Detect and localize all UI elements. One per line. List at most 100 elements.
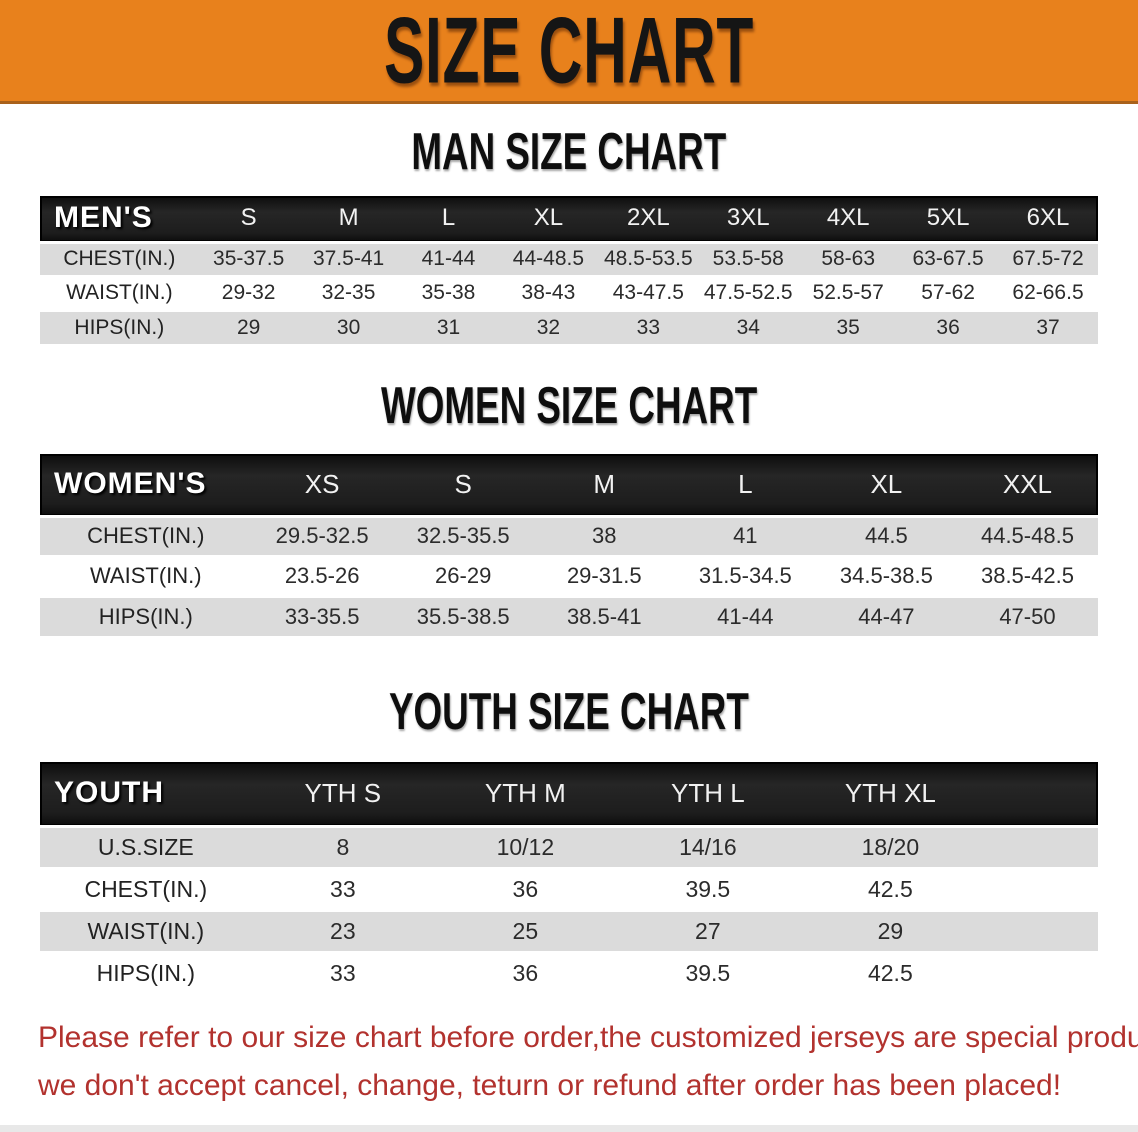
row-label: CHEST(IN.) <box>63 247 176 270</box>
size-value: 47-50 <box>999 603 1056 629</box>
table-row: WAIST(IN.) 23 25 27 29 <box>40 910 1098 952</box>
spacer-cell <box>982 826 1098 868</box>
size-value: 35 <box>836 315 860 339</box>
column-header: 4XL <box>826 204 870 232</box>
youth-table-header-row: YOUTH YTH S YTH M YTH L YTH XL <box>40 762 1098 826</box>
row-label: WAIST(IN.) <box>66 281 173 304</box>
size-value: 23 <box>330 917 356 944</box>
size-value: 32 <box>536 315 561 339</box>
column-header: XXL <box>1002 468 1053 499</box>
size-value: 14/16 <box>679 833 737 860</box>
size-value: 29-32 <box>221 281 276 304</box>
size-value: 48.5-53.5 <box>603 247 693 270</box>
size-value: 35-37.5 <box>213 247 285 270</box>
size-value: 43-47.5 <box>612 281 684 304</box>
column-header: 3XL <box>726 204 770 232</box>
size-value: 33 <box>330 960 356 987</box>
size-value: 35.5-38.5 <box>416 603 510 629</box>
column-header: M <box>593 468 616 499</box>
women-size-chart-section: WOMEN SIZE CHART WOMEN'S XS S M L XL XXL CHEST(I… <box>0 375 1138 636</box>
size-value: 53.5-58 <box>712 247 784 270</box>
size-value: 62-66.5 <box>1012 281 1084 304</box>
size-value: 30 <box>336 315 361 339</box>
column-header: L <box>738 468 753 499</box>
row-label: CHEST(IN.) <box>84 875 208 902</box>
size-value: 10/12 <box>496 833 555 860</box>
women-section-heading: WOMEN SIZE CHART <box>0 375 1138 435</box>
spacer-cell <box>982 762 1098 826</box>
row-label: WAIST(IN.) <box>87 917 205 944</box>
column-header: L <box>441 204 456 232</box>
youth-size-table: YOUTH YTH S YTH M YTH L YTH XL U.S.SIZE 8 10/12… <box>40 762 1098 994</box>
size-value: 37 <box>1036 315 1060 339</box>
men-size-table: MEN'S S M L XL 2XL 3XL 4XL 5XL 6XL CHEST(IN.) 35-37… <box>40 196 1098 344</box>
size-value: 67.5-72 <box>1012 247 1084 270</box>
size-value: 34.5-38.5 <box>839 563 933 588</box>
size-value: 57-62 <box>921 281 975 304</box>
size-value: 32.5-35.5 <box>416 523 510 548</box>
size-chart-banner: SIZE CHART <box>0 0 1138 104</box>
size-value: 41 <box>733 523 758 548</box>
table-row: CHEST(IN.) 29.5-32.5 32.5-35.5 38 41 44.5 44.5… <box>40 516 1098 556</box>
size-value: 37.5-41 <box>312 247 385 270</box>
table-row: U.S.SIZE 8 10/12 14/16 18/20 <box>40 826 1098 868</box>
column-header: YTH M <box>484 777 566 808</box>
youth-section-heading: YOUTH SIZE CHART <box>0 681 1138 741</box>
size-value: 26-29 <box>435 563 492 588</box>
column-header: XL <box>533 204 564 232</box>
size-value: 63-67.5 <box>912 247 984 270</box>
size-value: 33-35.5 <box>284 603 360 629</box>
men-section-heading: MAN SIZE CHART <box>0 123 1138 179</box>
women-section-heading-text: WOMEN SIZE CHART <box>380 375 758 435</box>
table-row: HIPS(IN.) 29 30 31 32 33 34 35 36 37 <box>40 310 1098 344</box>
size-value: 42.5 <box>867 875 913 902</box>
column-header: YTH S <box>304 777 382 808</box>
table-row: CHEST(IN.) 33 36 39.5 42.5 <box>40 868 1098 910</box>
column-header: S <box>454 468 472 499</box>
sections: MAN SIZE CHART MEN'S S M L XL 2XL 3XL 4XL 5XL 6XL C… <box>0 123 1138 994</box>
women-size-table: WOMEN'S XS S M L XL XXL CHEST(IN.) 29.5-32.5 32.5… <box>40 454 1098 636</box>
row-label: HIPS(IN.) <box>74 315 165 339</box>
column-header: M <box>338 204 359 232</box>
size-value: 29 <box>236 315 261 339</box>
table-row: HIPS(IN.) 33-35.5 35.5-38.5 38.5-41 41-44 44-… <box>40 596 1098 636</box>
disclaimer-note: Please refer to our size chart before or… <box>38 1014 1138 1110</box>
size-value: 25 <box>512 917 539 944</box>
size-value: 33 <box>330 875 356 902</box>
column-header: 2XL <box>626 204 670 232</box>
spacer-cell <box>982 910 1098 952</box>
column-header: XL <box>870 468 903 499</box>
size-value: 8 <box>336 833 350 860</box>
column-header: YTH XL <box>844 777 936 808</box>
row-label: U.S.SIZE <box>97 833 194 860</box>
spacer-cell <box>982 952 1098 994</box>
size-value: 27 <box>695 917 721 944</box>
column-header: S <box>240 204 257 232</box>
row-label: HIPS(IN.) <box>98 603 193 629</box>
youth-table-title: YOUTH <box>54 776 164 810</box>
men-size-chart-section: MAN SIZE CHART MEN'S S M L XL 2XL 3XL 4XL 5XL 6XL C… <box>0 123 1138 344</box>
column-header: XS <box>304 468 340 499</box>
size-value: 33 <box>636 315 661 339</box>
table-row: HIPS(IN.) 33 36 39.5 42.5 <box>40 952 1098 994</box>
column-header: 5XL <box>926 204 970 232</box>
bottom-edge-strip <box>0 1125 1138 1132</box>
row-label: CHEST(IN.) <box>87 523 205 548</box>
size-value: 39.5 <box>685 960 731 987</box>
size-value: 44-48.5 <box>512 247 585 270</box>
youth-section-heading-text: YOUTH SIZE CHART <box>389 681 749 741</box>
size-value: 41-44 <box>421 247 476 270</box>
size-value: 58-63 <box>821 247 876 270</box>
size-value: 44.5-48.5 <box>980 523 1074 548</box>
column-header: 6XL <box>1026 204 1070 232</box>
spacer-cell <box>982 868 1098 910</box>
size-value: 38.5-41 <box>566 603 642 629</box>
size-value: 52.5-57 <box>812 281 884 304</box>
youth-size-chart-section: YOUTH SIZE CHART YOUTH YTH S YTH M YTH L YTH … <box>0 681 1138 994</box>
row-label: WAIST(IN.) <box>89 563 202 588</box>
disclaimer-line-2: we don't accept cancel, change, teturn o… <box>38 1069 1062 1102</box>
size-value: 38 <box>592 523 617 548</box>
size-value: 41-44 <box>717 603 774 629</box>
column-header: YTH L <box>671 777 745 808</box>
men-table-header-row: MEN'S S M L XL 2XL 3XL 4XL 5XL 6XL <box>40 196 1098 242</box>
